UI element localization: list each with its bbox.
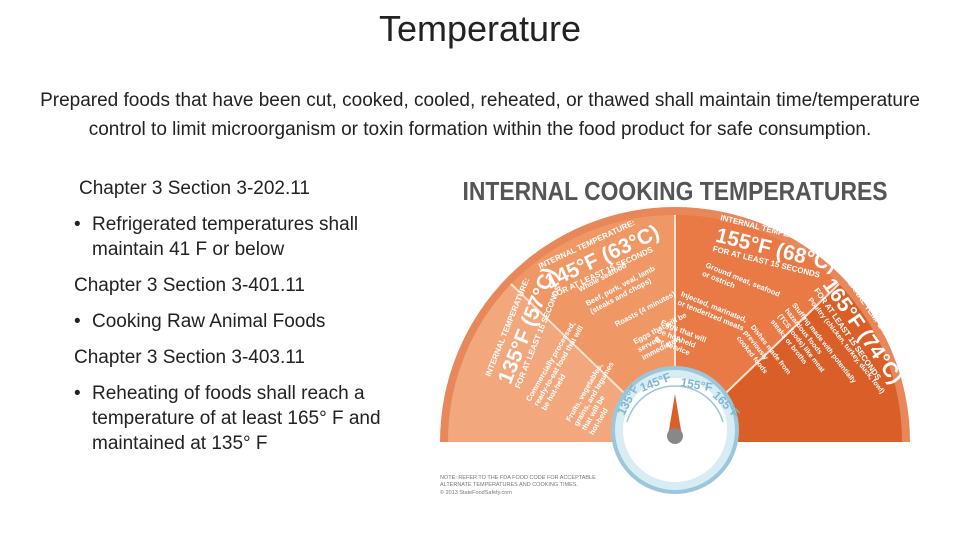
infographic-footnote-line2: ALTERNATE TEMPERATURES AND COOKING TIMES…: [440, 482, 578, 488]
bullet-item: Cooking Raw Animal Foods: [74, 309, 404, 334]
bullet-item: Reheating of foods shall reach a tempera…: [74, 381, 404, 456]
slide-title: Temperature: [378, 8, 582, 49]
thermometer-needle: [668, 394, 682, 436]
section-label: Chapter 3 Section 3-202.11: [79, 178, 310, 199]
thermometer-tick-arc: [626, 385, 724, 423]
requirements-list: Chapter 3 Section 3-202.11 Refrigerated …: [74, 176, 404, 467]
section-label: Chapter 3 Section 3-403.11: [74, 347, 305, 368]
bullet-item: Refrigerated temperatures shall maintain…: [74, 212, 404, 262]
dial-label-155: 155°F: [679, 375, 713, 394]
temperature-dial-graphic: INTERNAL COOKING TEMPERATURES INTERNAL T…: [440, 176, 910, 496]
intro-paragraph: Prepared foods that have been cut, cooke…: [40, 90, 920, 140]
cooking-temperatures-infographic: INTERNAL COOKING TEMPERATURES INTERNAL T…: [430, 172, 920, 502]
section-label: Chapter 3 Section 3-401.11: [74, 275, 305, 296]
infographic-footnote-line1: NOTE: REFER TO THE FDA FOOD CODE FOR ACC…: [440, 475, 596, 481]
needle-hub: [667, 428, 683, 444]
infographic-copyright: © 2013 StateFoodSafety.com: [440, 489, 512, 496]
infographic-heading: INTERNAL COOKING TEMPERATURES: [463, 176, 888, 206]
